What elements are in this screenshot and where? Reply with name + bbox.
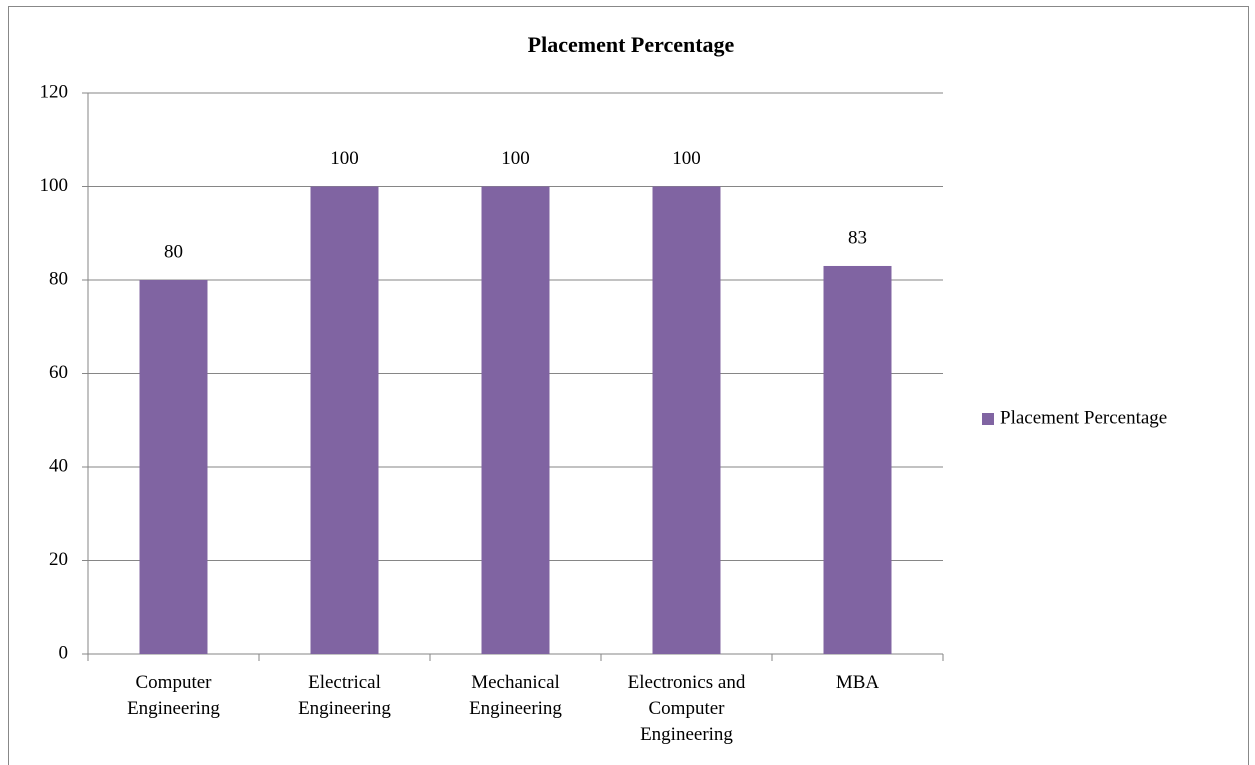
x-tick-label: Computer Engineering xyxy=(127,672,220,719)
y-tick-label: 20 xyxy=(49,549,68,570)
data-label: 100 xyxy=(672,148,701,169)
data-label: 83 xyxy=(848,227,867,248)
x-tick-label: Electrical Engineering xyxy=(298,672,391,719)
legend-label: Placement Percentage xyxy=(1000,407,1167,428)
y-tick-label: 120 xyxy=(40,81,69,102)
x-tick-label: Mechanical Engineering xyxy=(469,672,562,719)
data-label: 100 xyxy=(330,148,359,169)
bar xyxy=(823,265,892,654)
y-tick-label: 60 xyxy=(49,362,68,383)
data-label: 100 xyxy=(501,148,530,169)
x-tick-label: Electronics and Computer Engineering xyxy=(628,672,746,745)
y-tick-label: 80 xyxy=(49,268,68,289)
y-tick-label: 40 xyxy=(49,455,68,476)
y-tick-label: 0 xyxy=(59,642,69,663)
chart-title: Placement Percentage xyxy=(528,32,735,57)
y-tick-label: 100 xyxy=(40,175,69,196)
bar xyxy=(310,186,379,654)
legend-swatch xyxy=(982,413,994,425)
chart-border xyxy=(8,6,1249,765)
bar xyxy=(481,186,550,654)
data-label: 80 xyxy=(164,241,183,262)
x-tick-label: MBA xyxy=(836,672,880,693)
bar xyxy=(652,186,721,654)
bar xyxy=(139,280,208,654)
